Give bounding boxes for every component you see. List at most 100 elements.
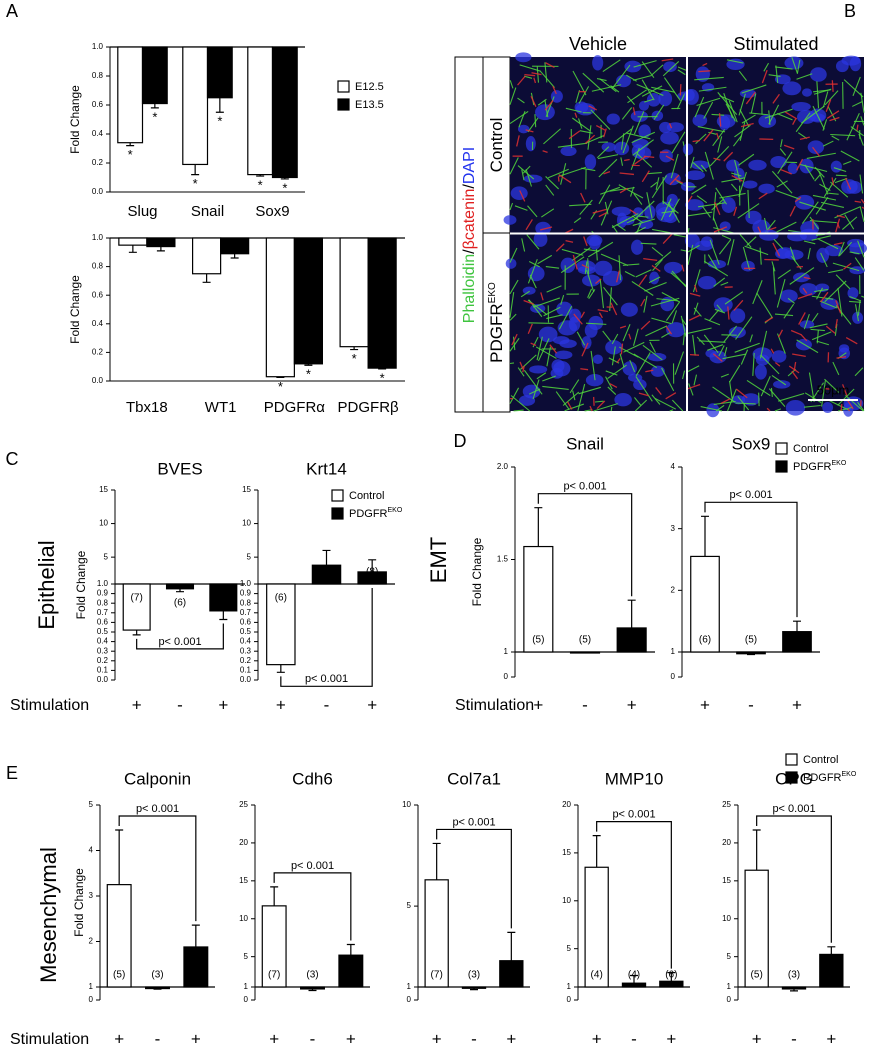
actin-fiber: [637, 215, 649, 218]
catenin-signal: [826, 110, 840, 119]
actin-fiber: [688, 383, 694, 396]
row-label: PDGFREKO: [487, 282, 507, 363]
actin-fiber: [644, 98, 654, 103]
stimulation-label: Stimulation: [10, 697, 89, 714]
n-label: (7): [268, 970, 280, 981]
catenin-signal: [835, 300, 842, 314]
n-label: (8): [345, 970, 357, 981]
actin-fiber: [562, 391, 580, 406]
catenin-signal: [789, 205, 796, 217]
panel-label: A: [6, 1, 18, 21]
error-bar: [368, 559, 377, 572]
error-bar: [176, 588, 184, 593]
legend-swatch: [337, 80, 350, 93]
actin-fiber: [599, 279, 605, 309]
error-bar: [215, 97, 224, 113]
actin-fiber: [818, 170, 829, 195]
actin-fiber: [633, 111, 645, 135]
error-bar: [280, 177, 289, 180]
actin-fiber: [654, 251, 672, 266]
nucleus: [592, 55, 604, 71]
actin-fiber: [738, 153, 755, 166]
y-tick-label: 25: [239, 800, 248, 809]
error-bar: [350, 346, 359, 351]
bar: [165, 583, 195, 590]
actin-fiber: [824, 378, 840, 393]
nucleus: [638, 124, 651, 139]
catenin-signal: [645, 369, 654, 373]
actin-fiber: [707, 344, 724, 351]
catenin-signal: [643, 155, 655, 158]
actin-fiber: [816, 340, 830, 346]
catenin-signal: [718, 113, 722, 127]
actin-fiber: [536, 336, 543, 361]
y-tick-label: 1.0: [97, 579, 109, 588]
y-tick-label: 0: [244, 995, 249, 1004]
catenin-signal: [527, 323, 533, 335]
actin-fiber: [838, 241, 845, 257]
nucleus: [755, 354, 770, 366]
actin-fiber: [810, 328, 825, 332]
actin-fiber: [520, 354, 537, 370]
catenin-signal: [598, 312, 603, 319]
catenin-signal: [758, 192, 768, 200]
actin-fiber: [828, 192, 839, 195]
actin-fiber: [671, 270, 687, 288]
nucleus: [782, 81, 802, 96]
chart-title: MMP10: [605, 769, 664, 788]
y-tick-label: 0.0: [240, 675, 252, 684]
actin-fiber: [791, 57, 799, 74]
nucleus: [522, 286, 536, 295]
actin-fiber: [731, 172, 742, 177]
y-tick-label: 0.4: [92, 319, 104, 328]
nucleus: [510, 186, 528, 201]
catenin-signal: [544, 100, 554, 111]
actin-fiber: [651, 394, 661, 405]
actin-fiber: [635, 376, 653, 402]
nucleus: [849, 56, 862, 72]
actin-fiber: [796, 59, 801, 74]
nucleus: [700, 236, 713, 247]
nucleus: [660, 131, 679, 145]
catenin-signal: [525, 219, 533, 231]
legend-name-sup: EKO: [842, 771, 857, 778]
nucleus: [647, 352, 667, 362]
nucleus: [533, 231, 548, 247]
error-bar: [156, 246, 165, 252]
actin-fiber: [737, 203, 760, 219]
actin-fiber: [780, 139, 783, 148]
nucleus: [525, 135, 536, 152]
actin-fiber: [694, 76, 724, 81]
actin-fiber: [577, 118, 583, 129]
legend-name: PDGFR: [803, 772, 842, 784]
error-bar: [747, 653, 755, 656]
catenin-signal: [703, 129, 714, 142]
bar: [621, 982, 647, 988]
actin-fiber: [661, 210, 676, 214]
actin-fiber: [590, 109, 611, 130]
catenin-signal: [798, 312, 806, 325]
actin-fiber: [514, 205, 528, 211]
legend-swatch: [337, 98, 350, 111]
catenin-signal: [841, 384, 848, 396]
actin-fiber: [584, 261, 588, 274]
y-tick-label: 0.2: [97, 656, 109, 665]
n-label: (4): [591, 970, 603, 981]
actin-fiber: [632, 218, 655, 226]
actin-fiber: [820, 252, 828, 268]
catenin-signal: [640, 320, 651, 330]
actin-fiber: [801, 201, 819, 224]
y-tick-label: 0.3: [97, 646, 109, 655]
actin-fiber: [517, 165, 535, 180]
actin-fiber: [734, 342, 760, 353]
n-label: (6): [626, 635, 638, 646]
nucleus: [770, 155, 787, 169]
stain-part: /: [461, 249, 478, 254]
actin-fiber: [783, 303, 795, 319]
y-tick-label: 2: [671, 585, 676, 594]
actin-fiber: [726, 59, 744, 64]
n-label: (6): [665, 970, 677, 981]
y-tick-label: 1: [89, 982, 94, 991]
n-label: (5): [745, 635, 757, 646]
n-label: (7): [190, 970, 202, 981]
